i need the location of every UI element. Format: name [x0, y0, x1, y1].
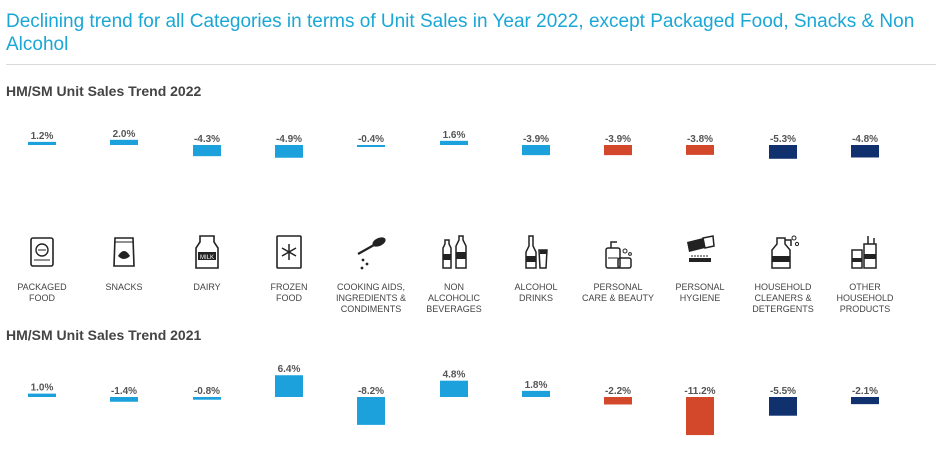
- chart-2022-value-label-7: -3.9%: [523, 134, 549, 145]
- chart-2022-value-label-4: -4.9%: [276, 134, 302, 145]
- packaged-food-icon: [30, 237, 54, 267]
- category-label: FROZEN FOOD: [270, 282, 308, 303]
- bottles-icon: [442, 235, 467, 269]
- category-2: SNACKS: [83, 232, 165, 293]
- category-1: PACKAGED FOOD: [1, 232, 83, 304]
- chart-2021-bar-3: [193, 397, 221, 400]
- category-label: ALCOHOL DRINKS: [514, 282, 558, 303]
- chart-2022-value-label-11: -4.8%: [852, 134, 878, 145]
- chart-2021-value-label-7: 1.8%: [525, 380, 548, 391]
- page-headline: Declining trend for all Categories in te…: [6, 11, 915, 55]
- chart-2022-bar-3: [193, 145, 221, 157]
- category-label: PERSONAL HYGIENE: [675, 282, 725, 303]
- frozen-food-icon: [276, 235, 302, 269]
- chart-2022-bar-9: [686, 145, 714, 155]
- chart-2022-bar-5: [357, 145, 385, 147]
- chart-2022-bar-10: [769, 145, 797, 159]
- chart-2021-bar-6: [440, 380, 468, 397]
- chart-2022-bar-6: [440, 140, 468, 145]
- chart-2021-bar-1: [28, 393, 56, 397]
- chart-2021-title: HM/SM Unit Sales Trend 2021: [6, 327, 202, 343]
- chart-2022-bar-4: [275, 145, 303, 158]
- chart-2022-value-label-8: -3.9%: [605, 134, 631, 145]
- category-3: MILK DAIRY: [166, 232, 248, 293]
- chart-2022-title: HM/SM Unit Sales Trend 2022: [6, 83, 202, 99]
- chart-2021-value-label-3: -0.8%: [194, 386, 220, 397]
- chart-2021-value-label-4: 6.4%: [278, 364, 301, 375]
- chart-2021-value-label-10: -5.5%: [770, 386, 796, 397]
- category-label: HOUSEHOLD CLEANERS & DETERGENTS: [752, 282, 814, 314]
- milk-carton-icon: MILK: [195, 235, 219, 269]
- chart-2021-value-label-6: 4.8%: [443, 370, 466, 381]
- chart-2021-value-label-5: -8.2%: [358, 386, 384, 397]
- beer-bottle-icon: [525, 235, 548, 269]
- unit-sales-2022-chart: 1.2% 2.0% -4.3% -4.9% -0.4% 1.6% -3.9% -3.9% -3.…: [28, 129, 879, 159]
- headline-divider: [6, 64, 936, 65]
- category-9: PERSONAL HYGIENE: [659, 232, 741, 304]
- personal-care-icon: [605, 241, 632, 269]
- category-label: PACKAGED FOOD: [17, 282, 67, 303]
- chart-2021-value-label-9: -11.2%: [684, 386, 715, 397]
- chart-2021-value-label-8: -2.2%: [605, 386, 631, 397]
- chart-2021-bar-2: [110, 397, 138, 402]
- chart-2022-value-label-5: -0.4%: [358, 134, 384, 145]
- unit-sales-2021-chart: 1.0% -1.4% -0.8% 6.4% -8.2% 4.8% 1.8% -2.2% -11.…: [28, 364, 879, 436]
- category-10: HOUSEHOLD CLEANERS & DETERGENTS: [742, 232, 824, 315]
- chart-2022-value-label-3: -4.3%: [194, 134, 220, 145]
- chart-2022-bar-11: [851, 145, 879, 158]
- snacks-icon: [113, 237, 135, 267]
- toothpaste-icon: [687, 235, 715, 262]
- chart-2021-bar-5: [357, 397, 385, 425]
- chart-2022-bar-2: [110, 139, 138, 145]
- chart-2021-bar-9: [686, 397, 714, 436]
- chart-2022-bar-7: [522, 145, 550, 156]
- category-7: ALCOHOL DRINKS: [495, 232, 577, 304]
- category-11: OTHER HOUSEHOLD PRODUCTS: [824, 232, 906, 315]
- chart-2022-value-label-2: 2.0%: [113, 129, 136, 140]
- category-label: OTHER HOUSEHOLD PRODUCTS: [836, 282, 894, 314]
- chart-2021-value-label-2: -1.4%: [111, 386, 137, 397]
- household-products-icon: [851, 236, 877, 269]
- spoon-icon: [357, 237, 386, 270]
- category-label: COOKING AIDS, INGREDIENTS & CONDIMENTS: [335, 282, 406, 314]
- category-label: SNACKS: [105, 282, 143, 292]
- chart-2022-value-label-9: -3.8%: [687, 134, 713, 145]
- svg-text:MILK: MILK: [200, 255, 214, 261]
- chart-2021-value-label-1: 1.0%: [31, 383, 54, 394]
- chart-2022-value-label-1: 1.2%: [31, 131, 54, 142]
- category-8: PERSONAL CARE & BEAUTY: [577, 232, 659, 304]
- chart-2021-bar-7: [522, 390, 550, 397]
- category-6: NON ALCOHOLIC BEVERAGES: [413, 232, 495, 315]
- category-4: FROZEN FOOD: [248, 232, 330, 304]
- chart-2022-bar-1: [28, 141, 56, 145]
- chart-2021-value-label-11: -2.1%: [852, 386, 878, 397]
- chart-2021-bar-11: [851, 397, 879, 405]
- chart-2021-bar-4: [275, 375, 303, 397]
- category-label: PERSONAL CARE & BEAUTY: [581, 282, 655, 303]
- chart-2021-bar-8: [604, 397, 632, 405]
- chart-2022-bar-8: [604, 145, 632, 156]
- chart-2022-value-label-6: 1.6%: [443, 130, 466, 141]
- detergent-icon: [771, 235, 800, 269]
- chart-2022-value-label-10: -5.3%: [770, 134, 796, 145]
- category-label: NON ALCOHOLIC BEVERAGES: [426, 282, 482, 314]
- category-label: DAIRY: [193, 282, 221, 292]
- category-5: COOKING AIDS, INGREDIENTS & CONDIMENTS: [330, 232, 412, 315]
- chart-2021-bar-10: [769, 397, 797, 416]
